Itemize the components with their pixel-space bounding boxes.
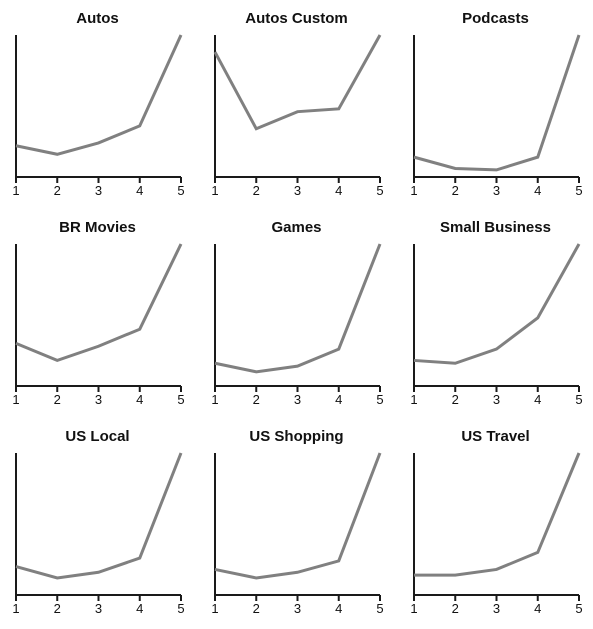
svg-text:4: 4 [534, 183, 541, 198]
chart-title: Autos [8, 10, 187, 27]
svg-text:5: 5 [376, 392, 383, 407]
svg-text:5: 5 [376, 183, 383, 198]
chart-panel: Games 1 2 3 4 5 [207, 219, 386, 410]
chart-panel: BR Movies 1 2 3 4 5 [8, 219, 187, 410]
chart-panel: US Local 1 2 3 4 5 [8, 428, 187, 619]
chart-panel: US Travel 1 2 3 4 5 [406, 428, 585, 619]
chart-panel: Autos Custom 1 2 3 4 5 [207, 10, 386, 201]
svg-text:2: 2 [54, 183, 61, 198]
svg-text:5: 5 [177, 392, 184, 407]
chart-svg: 1 2 3 4 5 [207, 449, 386, 619]
svg-text:1: 1 [211, 392, 218, 407]
svg-text:3: 3 [294, 392, 301, 407]
svg-text:1: 1 [12, 392, 19, 407]
svg-text:4: 4 [335, 392, 342, 407]
svg-text:5: 5 [177, 183, 184, 198]
chart-grid: Autos 1 2 3 4 5 Autos Custom 1 2 3 4 5 Podcasts 1 2 3 4 5… [8, 10, 585, 619]
svg-text:2: 2 [452, 601, 459, 616]
chart-svg: 1 2 3 4 5 [207, 240, 386, 410]
svg-text:3: 3 [95, 183, 102, 198]
svg-text:4: 4 [534, 392, 541, 407]
svg-text:5: 5 [575, 183, 582, 198]
chart-svg: 1 2 3 4 5 [8, 31, 187, 201]
svg-text:5: 5 [575, 601, 582, 616]
chart-title: Games [207, 219, 386, 236]
chart-title: Small Business [406, 219, 585, 236]
svg-text:2: 2 [452, 392, 459, 407]
chart-title: BR Movies [8, 219, 187, 236]
chart-svg: 1 2 3 4 5 [8, 240, 187, 410]
chart-svg: 1 2 3 4 5 [8, 449, 187, 619]
svg-text:3: 3 [95, 601, 102, 616]
svg-text:2: 2 [54, 392, 61, 407]
chart-panel: Autos 1 2 3 4 5 [8, 10, 187, 201]
chart-svg: 1 2 3 4 5 [406, 240, 585, 410]
svg-text:1: 1 [410, 601, 417, 616]
chart-svg: 1 2 3 4 5 [207, 31, 386, 201]
svg-text:2: 2 [253, 183, 260, 198]
chart-panel: Podcasts 1 2 3 4 5 [406, 10, 585, 201]
chart-svg: 1 2 3 4 5 [406, 31, 585, 201]
chart-title: US Travel [406, 428, 585, 445]
svg-text:3: 3 [294, 601, 301, 616]
svg-text:2: 2 [452, 183, 459, 198]
svg-text:1: 1 [12, 183, 19, 198]
svg-text:2: 2 [54, 601, 61, 616]
chart-panel: US Shopping 1 2 3 4 5 [207, 428, 386, 619]
svg-text:4: 4 [136, 392, 143, 407]
svg-text:4: 4 [534, 601, 541, 616]
svg-text:3: 3 [294, 183, 301, 198]
svg-text:1: 1 [410, 183, 417, 198]
chart-svg: 1 2 3 4 5 [406, 449, 585, 619]
svg-text:3: 3 [493, 392, 500, 407]
chart-title: US Local [8, 428, 187, 445]
svg-text:3: 3 [493, 601, 500, 616]
svg-text:5: 5 [177, 601, 184, 616]
chart-title: US Shopping [207, 428, 386, 445]
svg-text:1: 1 [12, 601, 19, 616]
svg-text:4: 4 [335, 601, 342, 616]
svg-text:5: 5 [376, 601, 383, 616]
svg-text:2: 2 [253, 601, 260, 616]
svg-text:3: 3 [493, 183, 500, 198]
svg-text:4: 4 [136, 183, 143, 198]
svg-text:5: 5 [575, 392, 582, 407]
chart-title: Podcasts [406, 10, 585, 27]
svg-text:4: 4 [335, 183, 342, 198]
svg-text:1: 1 [211, 183, 218, 198]
svg-text:4: 4 [136, 601, 143, 616]
chart-panel: Small Business 1 2 3 4 5 [406, 219, 585, 410]
chart-title: Autos Custom [207, 10, 386, 27]
svg-text:1: 1 [410, 392, 417, 407]
svg-text:2: 2 [253, 392, 260, 407]
svg-text:3: 3 [95, 392, 102, 407]
svg-text:1: 1 [211, 601, 218, 616]
